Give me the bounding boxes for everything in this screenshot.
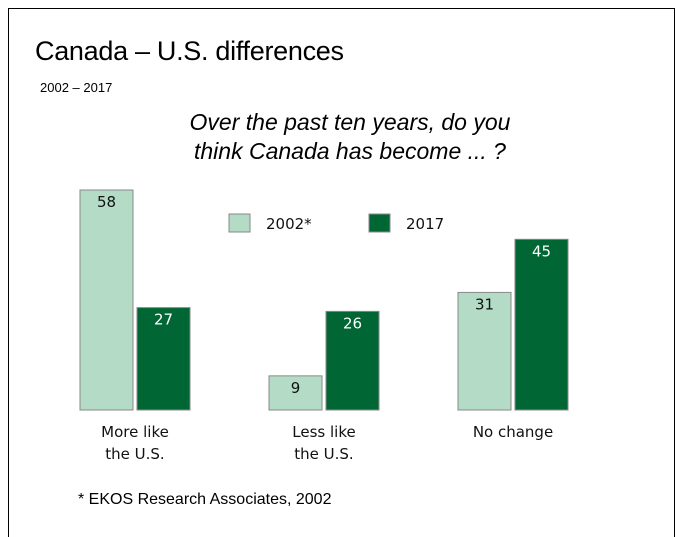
bar-2-0 [457, 291, 512, 411]
category-label-0-0: More like [101, 423, 169, 441]
chart-subtitle: 2002 – 2017 [40, 80, 113, 95]
data-label-0-0: 58 [97, 193, 116, 211]
bar-1-1 [325, 310, 380, 411]
category-label-0-1: the U.S. [105, 445, 164, 463]
data-label-1-0: 9 [291, 379, 301, 397]
source-footnote: * EKOS Research Associates, 2002 [78, 491, 332, 508]
data-label-2-1: 45 [532, 242, 551, 260]
bar-1-0 [268, 375, 323, 411]
category-label-1-0: Less like [292, 423, 355, 441]
data-label-1-1: 26 [343, 314, 362, 332]
bar-2-1 [514, 238, 569, 411]
bar-0-1 [136, 307, 191, 411]
survey-question-line-2: think Canada has become ... ? [194, 138, 506, 164]
bar-0-0 [79, 189, 134, 411]
legend: 2002* 2017 [228, 213, 444, 233]
category-label-2-0: No change [473, 423, 553, 441]
category-label-1-1: the U.S. [294, 445, 353, 463]
survey-question-line-1: Over the past ten years, do you [189, 109, 511, 135]
legend-label-1: 2017 [406, 215, 444, 233]
survey-question: Over the past ten years, do you think Ca… [100, 108, 600, 166]
chart-title: Canada – U.S. differences [35, 36, 344, 66]
bars-layer: 58 27 More like the U.S. 9 26 Less like the U.S… [79, 189, 569, 463]
legend-swatch-0 [228, 213, 251, 233]
data-label-2-0: 31 [475, 295, 494, 313]
legend-swatch-1 [368, 213, 391, 233]
data-label-0-1: 27 [154, 311, 173, 329]
legend-label-0: 2002* [266, 215, 312, 233]
